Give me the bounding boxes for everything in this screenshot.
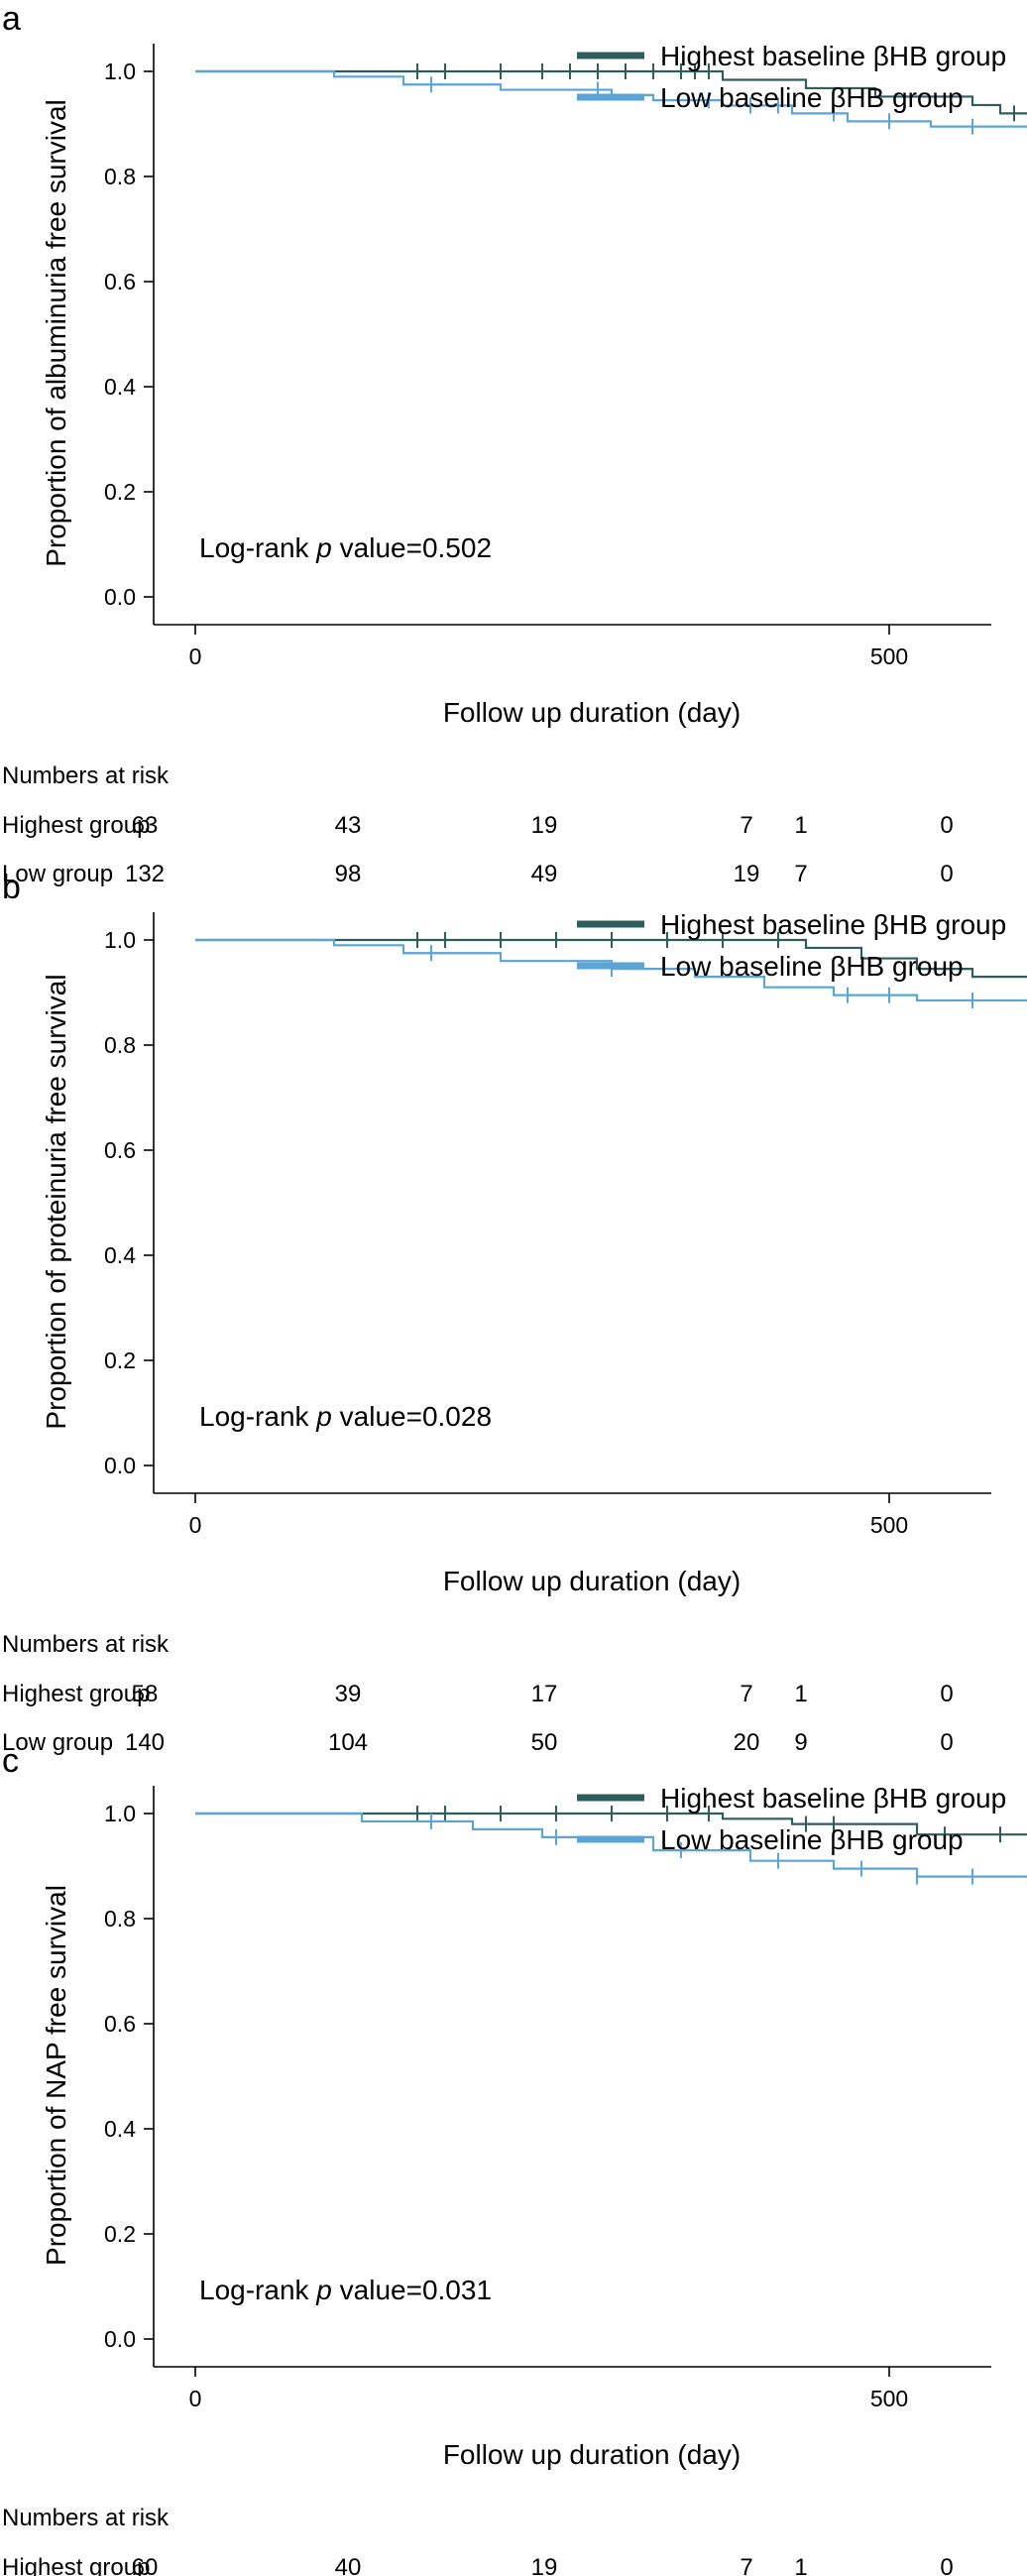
risk-value: 40 <box>335 2554 362 2576</box>
x-axis-label: Follow up duration (day) <box>443 1566 741 1596</box>
risk-value: 0 <box>940 1681 953 1707</box>
y-tick-label: 0.0 <box>104 2326 136 2352</box>
y-tick-label: 1.0 <box>104 1801 136 1826</box>
risk-row-label: Highest group <box>2 2554 150 2576</box>
panel-c: c0.00.20.40.60.81.005001,0001,5002,0002,… <box>2 1742 1027 2576</box>
risk-value: 19 <box>531 2554 558 2576</box>
risk-value: 19 <box>734 861 760 887</box>
x-tick-label: 0 <box>189 2386 202 2411</box>
legend-label: Low baseline βHB group <box>660 951 964 982</box>
risk-value: 50 <box>531 1729 558 1756</box>
x-axis-label: Follow up duration (day) <box>443 2439 741 2470</box>
risk-value: 9 <box>794 1729 807 1756</box>
annotation-p: p <box>315 2275 332 2305</box>
risk-row-label: Low group <box>2 861 113 887</box>
y-axis-label: Proportion of proteinuria free survival <box>41 974 71 1429</box>
y-tick-label: 0.6 <box>104 269 136 294</box>
y-tick-label: 0.4 <box>104 1242 136 1268</box>
risk-value: 7 <box>740 1681 752 1707</box>
risk-table-header: Numbers at risk <box>2 762 170 789</box>
y-tick-label: 0.0 <box>104 584 136 610</box>
legend-label: Highest baseline βHB group <box>660 1783 1006 1814</box>
annotation-suffix: value=0.028 <box>332 1401 492 1432</box>
risk-value: 98 <box>335 861 362 887</box>
survival-curve-low <box>195 1812 1027 1886</box>
y-tick-label: 0.2 <box>104 2221 136 2247</box>
risk-value: 104 <box>328 1729 368 1756</box>
x-tick-label: 500 <box>870 2386 908 2411</box>
risk-value: 0 <box>940 861 953 887</box>
risk-value: 17 <box>531 1681 558 1707</box>
x-tick-label: 0 <box>189 1512 202 1538</box>
y-tick-label: 0.6 <box>104 1137 136 1163</box>
logrank-annotation: Log-rank p value=0.028 <box>199 1401 492 1432</box>
y-axis-label: Proportion of NAP free survival <box>41 1885 71 2266</box>
risk-value: 20 <box>734 1729 760 1756</box>
y-tick-label: 0.8 <box>104 1906 136 1932</box>
y-tick-label: 0.2 <box>104 1347 136 1373</box>
annotation-suffix: value=0.031 <box>332 2275 492 2305</box>
risk-value: 1 <box>794 1681 807 1707</box>
y-tick-label: 1.0 <box>104 59 136 84</box>
risk-value: 7 <box>794 861 807 887</box>
legend-label: Highest baseline βHB group <box>660 41 1006 71</box>
survival-curve-low <box>195 938 1027 1009</box>
risk-value: 7 <box>740 2554 752 2576</box>
risk-row-label: Highest group <box>2 812 150 839</box>
risk-table-header: Numbers at risk <box>2 1631 170 1658</box>
logrank-annotation: Log-rank p value=0.031 <box>199 2275 492 2305</box>
risk-value: 140 <box>125 1729 165 1756</box>
risk-value: 19 <box>531 812 558 839</box>
y-tick-label: 0.8 <box>104 164 136 189</box>
x-tick-label: 500 <box>870 644 908 669</box>
risk-value: 7 <box>740 812 752 839</box>
legend-label: Low baseline βHB group <box>660 82 964 113</box>
panel-label: a <box>2 0 21 38</box>
legend-label: Highest baseline βHB group <box>660 909 1006 940</box>
risk-row-label: Low group <box>2 1729 113 1756</box>
y-tick-label: 0.8 <box>104 1032 136 1058</box>
x-axis-label: Follow up duration (day) <box>443 697 741 728</box>
risk-table-header: Numbers at risk <box>2 2505 170 2531</box>
annotation-prefix: Log-rank <box>199 2275 316 2305</box>
risk-value: 43 <box>335 812 362 839</box>
survival-curve-highest <box>195 69 1027 120</box>
y-tick-label: 0.2 <box>104 479 136 505</box>
y-tick-label: 0.4 <box>104 2116 136 2142</box>
y-axis-label: Proportion of albuminuria free survival <box>41 99 71 567</box>
panel-a: a0.00.20.40.60.81.005001,0001,5002,0002,… <box>2 0 1027 887</box>
risk-row-label: Highest group <box>2 1681 150 1707</box>
annotation-prefix: Log-rank <box>199 1401 316 1432</box>
risk-value: 60 <box>132 2554 159 2576</box>
y-tick-label: 0.6 <box>104 2011 136 2037</box>
annotation-p: p <box>315 1401 332 1432</box>
risk-value: 39 <box>335 1681 362 1707</box>
risk-value: 58 <box>132 1681 159 1707</box>
annotation-p: p <box>315 532 332 563</box>
risk-value: 0 <box>940 812 953 839</box>
risk-value: 1 <box>794 812 807 839</box>
risk-value: 49 <box>531 861 558 887</box>
panel-label: c <box>2 1742 19 1780</box>
survival-curve-highest <box>195 938 1027 979</box>
panel-label: b <box>2 869 21 906</box>
annotation-prefix: Log-rank <box>199 532 316 563</box>
annotation-suffix: value=0.502 <box>332 532 492 563</box>
logrank-annotation: Log-rank p value=0.502 <box>199 532 492 563</box>
x-tick-label: 0 <box>189 644 202 669</box>
risk-value: 63 <box>132 812 159 839</box>
legend-label: Low baseline βHB group <box>660 1824 964 1855</box>
y-tick-label: 0.0 <box>104 1453 136 1478</box>
x-tick-label: 500 <box>870 1512 908 1538</box>
risk-value: 0 <box>940 1729 953 1756</box>
y-tick-label: 0.4 <box>104 374 136 400</box>
y-tick-label: 1.0 <box>104 927 136 953</box>
risk-value: 1 <box>794 2554 807 2576</box>
panel-b: b0.00.20.40.60.81.005001,0001,5002,0002,… <box>2 869 1027 1756</box>
risk-value: 132 <box>125 861 165 887</box>
risk-value: 0 <box>940 2554 953 2576</box>
